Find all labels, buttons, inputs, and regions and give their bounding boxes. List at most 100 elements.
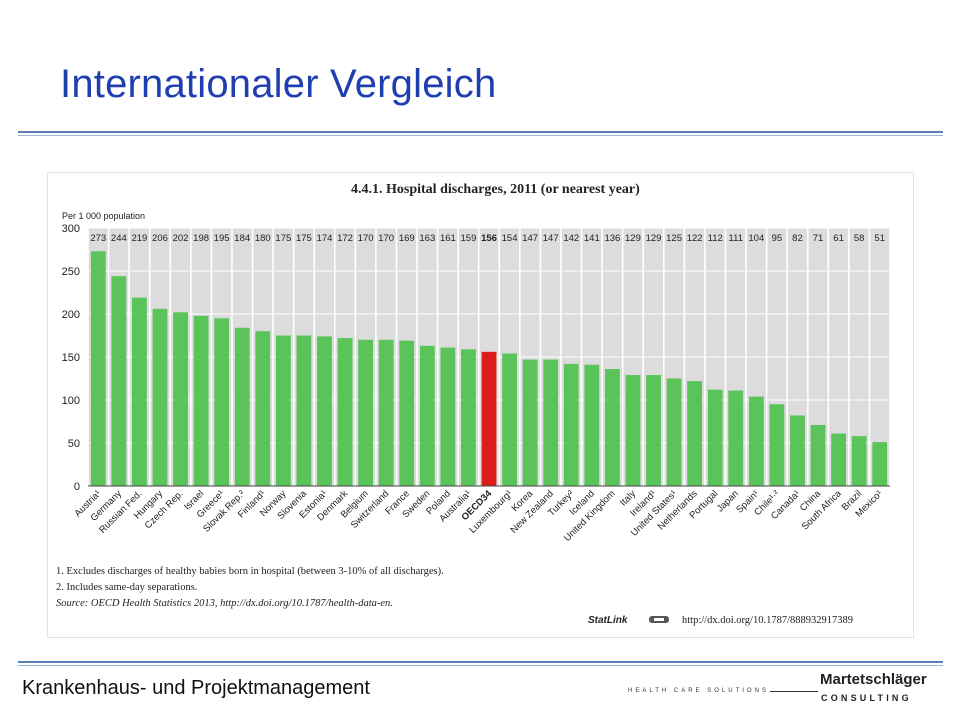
logo-divider bbox=[770, 691, 818, 692]
data-label: 112 bbox=[708, 233, 723, 244]
bar-united-kingdom bbox=[604, 369, 620, 486]
bar-china bbox=[810, 424, 826, 486]
bar-japan bbox=[728, 390, 744, 486]
data-label: 244 bbox=[111, 233, 127, 244]
data-label: 58 bbox=[854, 233, 865, 244]
data-label: 156 bbox=[481, 233, 497, 244]
y-tick-label: 300 bbox=[62, 223, 80, 235]
data-label: 202 bbox=[173, 233, 189, 244]
bar-iceland bbox=[584, 364, 600, 486]
data-label: 180 bbox=[255, 233, 271, 244]
company-logo-name: Martetschläger bbox=[820, 671, 927, 688]
bar-portugal bbox=[707, 389, 723, 486]
data-label: 169 bbox=[399, 233, 415, 244]
bar-russian-fed bbox=[132, 297, 147, 486]
data-label: 206 bbox=[152, 233, 168, 244]
chart-title: 4.4.1. Hospital discharges, 2011 (or nea… bbox=[351, 182, 640, 197]
bar-greece bbox=[214, 318, 230, 486]
data-label: 82 bbox=[792, 233, 803, 244]
bar-mexico bbox=[872, 442, 888, 486]
slide-title: Internationaler Vergleich bbox=[60, 62, 497, 106]
bar-united-states bbox=[666, 378, 682, 486]
bar-belgium bbox=[358, 339, 374, 486]
data-label: 184 bbox=[234, 233, 250, 244]
y-tick-label: 250 bbox=[62, 266, 80, 278]
bar-israel bbox=[193, 315, 209, 486]
statlink-icon bbox=[649, 616, 669, 623]
data-label: 71 bbox=[813, 233, 824, 244]
data-label: 273 bbox=[90, 233, 106, 244]
bar-slovenia bbox=[296, 335, 312, 486]
data-label: 170 bbox=[358, 233, 374, 244]
footnote-1: 1. Excludes discharges of healthy babies… bbox=[56, 566, 444, 577]
data-label: 125 bbox=[666, 233, 682, 244]
data-label: 159 bbox=[461, 233, 477, 244]
bar-poland bbox=[440, 347, 456, 486]
bar-korea bbox=[522, 359, 538, 486]
y-tick-label: 100 bbox=[62, 395, 80, 407]
data-label: 161 bbox=[440, 233, 456, 244]
y-tick-label: 50 bbox=[68, 438, 80, 450]
bar-switzerland bbox=[378, 339, 394, 486]
statlink-label: StatLink bbox=[588, 615, 628, 626]
y-tick-label: 200 bbox=[62, 309, 80, 321]
bar-australia bbox=[461, 349, 476, 486]
bar-finland bbox=[255, 331, 271, 486]
y-tick-label: 0 bbox=[74, 481, 80, 493]
data-label: 175 bbox=[296, 233, 312, 244]
data-label: 136 bbox=[604, 233, 620, 244]
source-note: Source: OECD Health Statistics 2013, htt… bbox=[56, 598, 393, 609]
bar-new-zealand bbox=[543, 359, 559, 486]
data-label: 219 bbox=[131, 233, 147, 244]
data-label: 198 bbox=[193, 233, 209, 244]
chart-panel: 4.4.1. Hospital discharges, 2011 (or nea… bbox=[47, 172, 914, 638]
y-axis-label: Per 1 000 population bbox=[62, 211, 145, 221]
bar-germany bbox=[111, 276, 127, 486]
data-label: 122 bbox=[687, 233, 703, 244]
bar-spain bbox=[748, 396, 764, 486]
y-tick-label: 150 bbox=[62, 352, 80, 364]
data-label: 61 bbox=[833, 233, 844, 244]
bar-turkey bbox=[563, 363, 579, 486]
data-label: 111 bbox=[729, 233, 743, 244]
bar-norway bbox=[275, 335, 291, 486]
bar-south-africa bbox=[831, 433, 846, 486]
bar-luxembourg bbox=[502, 353, 517, 486]
bar-estonia bbox=[317, 336, 332, 486]
footnote-2: 2. Includes same-day separations. bbox=[56, 582, 197, 593]
bar-brazil bbox=[851, 436, 867, 486]
data-label: 51 bbox=[874, 233, 885, 244]
footer-text: Krankenhaus- und Projektmanagement bbox=[22, 677, 370, 699]
bar-netherlands bbox=[687, 381, 703, 486]
bar-italy bbox=[625, 375, 641, 486]
data-label: 175 bbox=[275, 233, 291, 244]
data-label: 95 bbox=[772, 233, 783, 244]
statlink-url[interactable]: http://dx.doi.org/10.1787/888932917389 bbox=[682, 615, 853, 626]
data-label: 172 bbox=[337, 233, 353, 244]
bar-canada bbox=[790, 415, 805, 486]
data-label: 147 bbox=[522, 233, 538, 244]
footer-divider bbox=[18, 661, 943, 666]
bar-chile bbox=[769, 404, 785, 486]
data-label: 104 bbox=[748, 233, 764, 244]
bar-oecd34 bbox=[481, 351, 497, 486]
bar-austria bbox=[90, 251, 106, 486]
title-divider bbox=[18, 131, 943, 136]
data-label: 129 bbox=[646, 233, 662, 244]
bar-denmark bbox=[337, 338, 353, 486]
data-label: 163 bbox=[419, 233, 435, 244]
data-label: 147 bbox=[543, 233, 559, 244]
tagline: HEALTH CARE SOLUTIONS bbox=[628, 688, 769, 694]
data-label: 170 bbox=[378, 233, 394, 244]
bar-sweden bbox=[419, 345, 435, 486]
data-label: 142 bbox=[563, 233, 579, 244]
data-label: 174 bbox=[317, 233, 333, 244]
bar-hungary bbox=[152, 308, 168, 486]
company-logo-subtitle: CONSULTING bbox=[821, 693, 912, 703]
data-label: 129 bbox=[625, 233, 641, 244]
hospital-discharges-chart: 4.4.1. Hospital discharges, 2011 (or nea… bbox=[56, 182, 890, 626]
bar-slovak-rep bbox=[234, 327, 250, 486]
bar-ireland bbox=[646, 375, 661, 486]
bar-france bbox=[399, 340, 415, 486]
data-label: 154 bbox=[502, 233, 518, 244]
